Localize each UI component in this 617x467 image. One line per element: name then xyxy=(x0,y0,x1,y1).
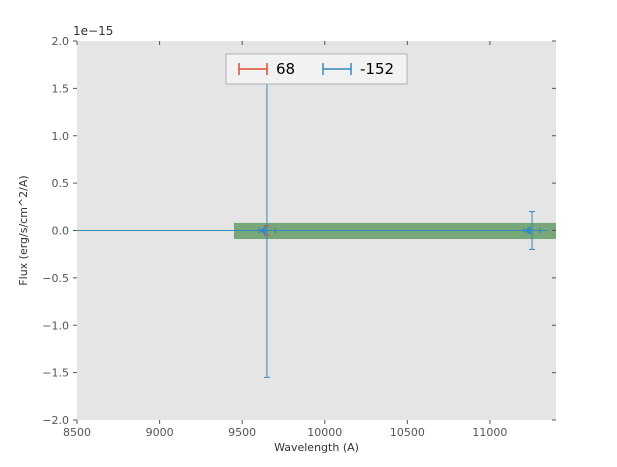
y-tick-label: 2.0 xyxy=(52,35,70,48)
x-axis-label: Wavelength (A) xyxy=(274,441,359,454)
caret-left-marker xyxy=(523,226,531,235)
y-axis-label: Flux (erg/s/cm^2/A) xyxy=(17,175,30,285)
y-offset-label: 1e−15 xyxy=(73,24,113,38)
caret-left-marker xyxy=(258,226,266,235)
legend-label: -152 xyxy=(360,60,394,78)
y-tick-label: 0.0 xyxy=(52,225,70,238)
x-tick-label: 9000 xyxy=(146,426,174,439)
x-tick-label: 10500 xyxy=(390,426,425,439)
y-tick-label: −0.5 xyxy=(42,272,69,285)
x-tick-label: 9500 xyxy=(228,426,256,439)
x-tick-label: 11000 xyxy=(472,426,507,439)
y-tick-label: 1.5 xyxy=(52,82,70,95)
x-tick-label: 10000 xyxy=(307,426,342,439)
y-tick-label: 0.5 xyxy=(52,177,70,190)
legend-label: 68 xyxy=(276,60,295,78)
y-tick-label: 1.0 xyxy=(52,130,70,143)
x-tick-label: 8500 xyxy=(63,426,91,439)
y-tick-label: −2.0 xyxy=(42,414,69,427)
y-tick-label: −1.0 xyxy=(42,319,69,332)
y-tick-label: −1.5 xyxy=(42,367,69,380)
legend: 68 -152 xyxy=(225,53,408,85)
